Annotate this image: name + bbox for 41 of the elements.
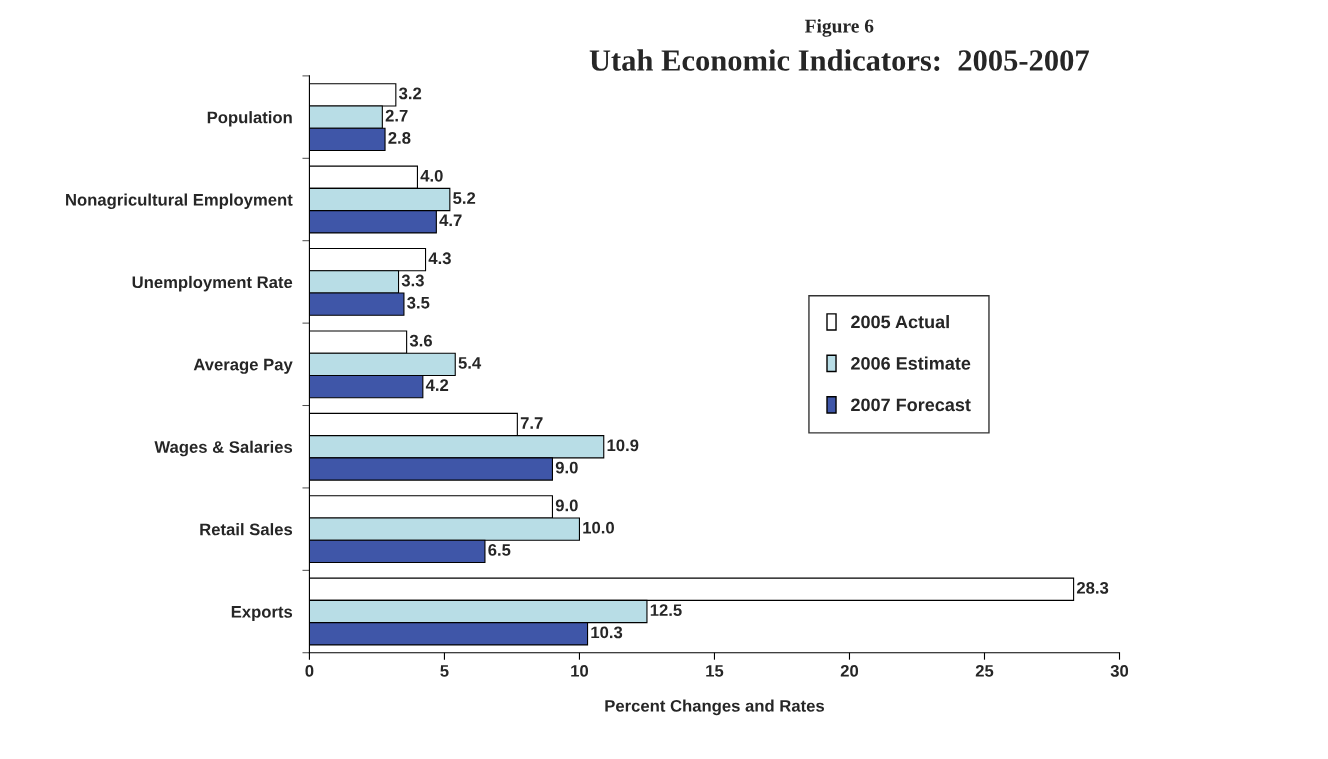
data-label: 5.2 — [453, 192, 476, 204]
x-tick-label: 30 — [1110, 664, 1129, 677]
data-label: 4.3 — [428, 252, 451, 265]
y-tick-label: Exports — [231, 606, 293, 622]
y-tick-label: Wages & Salaries — [154, 440, 293, 457]
data-label: 10.9 — [607, 439, 639, 452]
x-tick-label: 10 — [571, 664, 589, 677]
data-label: 2.7 — [385, 109, 408, 122]
x-tick-label: 25 — [975, 664, 994, 677]
chart-title: Utah Economic Indicators: 2005-2007 — [589, 49, 1089, 71]
data-label: 5.4 — [458, 357, 482, 369]
y-tick-label: Retail Sales — [200, 523, 293, 536]
chart-subtitle: Figure 6 — [804, 18, 874, 37]
data-label: 28.3 — [1076, 581, 1109, 594]
y-tick-label: Nonagricultural Employment — [66, 193, 293, 210]
data-label: 7.7 — [520, 417, 543, 429]
y-tick-label: Average Pay — [193, 358, 293, 374]
x-tick-label: 0 — [305, 664, 314, 677]
data-label: 3.2 — [398, 87, 422, 100]
data-label: 9.0 — [555, 461, 578, 474]
legend-label: 2007 Forecast — [851, 398, 971, 412]
y-tick-label: Population — [207, 111, 292, 127]
data-label: 2.8 — [388, 132, 411, 144]
data-label: 4.7 — [439, 214, 462, 227]
legend-label: 2005 Actual — [851, 315, 949, 329]
y-tick-label: Unemployment Rate — [132, 275, 293, 292]
data-label: 10.0 — [583, 521, 614, 534]
data-label: 4.0 — [420, 169, 443, 182]
data-label: 9.0 — [555, 499, 578, 512]
data-label: 10.3 — [591, 626, 623, 639]
data-label: 4.2 — [425, 379, 449, 391]
x-tick-label: 5 — [440, 665, 449, 677]
data-label: 3.3 — [401, 274, 424, 287]
data-label: 6.5 — [488, 544, 511, 556]
legend-label: 2006 Estimate — [851, 356, 971, 370]
x-tick-label: 20 — [840, 664, 859, 677]
x-axis-title: Percent Changes and Rates — [605, 699, 825, 716]
data-label: 3.6 — [409, 334, 432, 347]
data-label: 3.5 — [407, 296, 430, 309]
data-label: 12.5 — [650, 604, 682, 617]
x-tick-label: 15 — [706, 665, 724, 677]
